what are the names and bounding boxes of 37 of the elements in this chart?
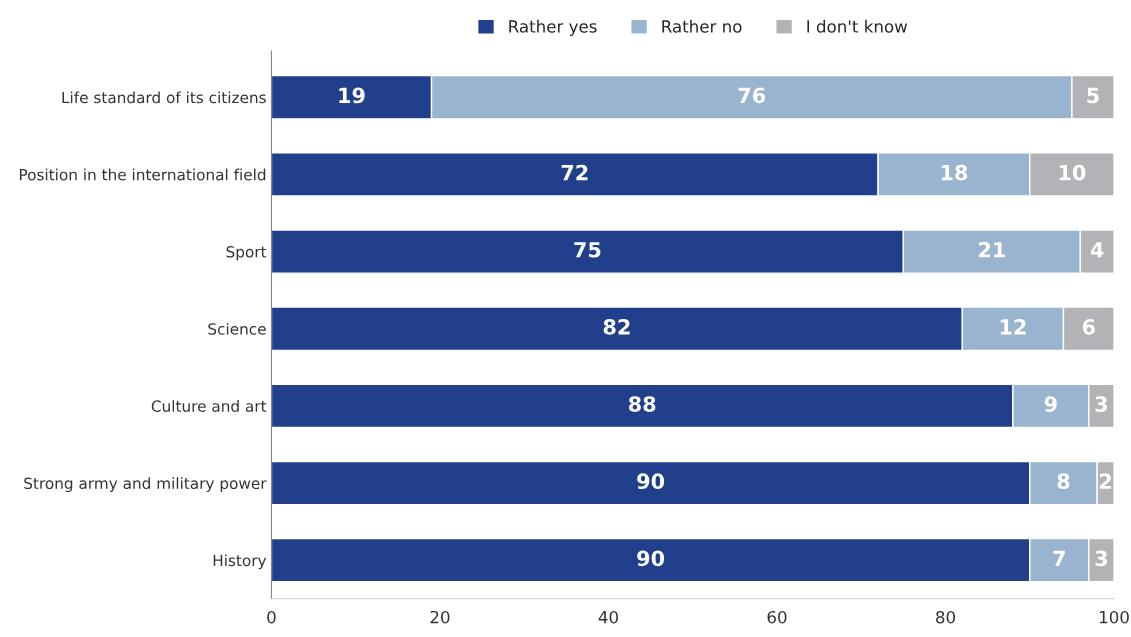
legend-label: Rather yes bbox=[509, 19, 597, 36]
data-label: 6 bbox=[1082, 319, 1095, 335]
data-label: 21 bbox=[979, 241, 1005, 258]
data-label: 4 bbox=[1090, 242, 1104, 258]
data-label: 8 bbox=[1057, 473, 1070, 490]
legend-label: Rather no bbox=[662, 19, 742, 33]
x-tick-label: 40 bbox=[598, 610, 618, 624]
y-tick-label: Science bbox=[208, 322, 266, 335]
data-label: 9 bbox=[1044, 396, 1057, 412]
data-label: 88 bbox=[628, 396, 656, 412]
data-label: 7 bbox=[1053, 550, 1065, 566]
x-tick-label: 0 bbox=[267, 610, 276, 624]
x-tick-label: 80 bbox=[936, 610, 956, 624]
y-tick-label: Sport bbox=[226, 246, 267, 261]
x-tick-label: 60 bbox=[767, 610, 787, 624]
data-label: 19 bbox=[339, 87, 365, 104]
y-tick-label: Position in the international field bbox=[19, 168, 266, 181]
data-label: 18 bbox=[941, 164, 968, 181]
data-label: 90 bbox=[637, 550, 665, 567]
legend-label: I don't know bbox=[807, 19, 908, 33]
data-label: 10 bbox=[1059, 164, 1086, 181]
data-label: 76 bbox=[738, 87, 766, 104]
data-label: 90 bbox=[637, 473, 665, 490]
x-tick-label: 100 bbox=[1099, 610, 1129, 624]
y-tick-label: Culture and art bbox=[151, 400, 267, 412]
data-label: 3 bbox=[1095, 396, 1107, 412]
y-tick-label: History bbox=[213, 554, 267, 570]
data-label: 72 bbox=[561, 164, 588, 181]
data-label: 82 bbox=[603, 319, 630, 335]
data-label: 3 bbox=[1095, 550, 1107, 567]
y-tick-label: Strong army and military power bbox=[24, 477, 267, 493]
data-label: 2 bbox=[1100, 473, 1112, 489]
data-label: 12 bbox=[1000, 319, 1026, 335]
data-label: 5 bbox=[1087, 87, 1099, 104]
data-label: 75 bbox=[574, 242, 601, 258]
y-tick-label: Life standard of its citizens bbox=[62, 91, 266, 104]
x-tick-label: 20 bbox=[430, 610, 450, 624]
